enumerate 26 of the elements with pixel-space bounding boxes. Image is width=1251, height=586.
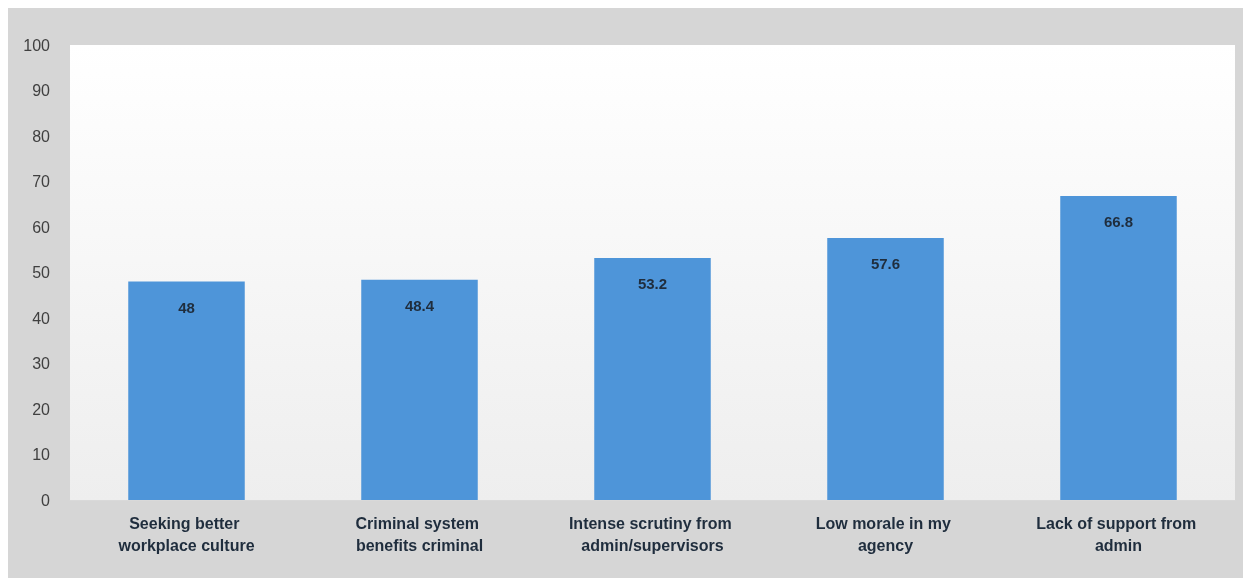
x-tick-label: Criminal system benefits criminal: [355, 514, 484, 554]
x-tick-label: Seeking better workplace culture: [117, 514, 255, 554]
y-tick-label: 60: [32, 218, 51, 236]
y-tick-label: 20: [32, 400, 51, 418]
bar: [1060, 196, 1177, 500]
bar: [594, 257, 711, 500]
y-tick-label: 50: [32, 264, 51, 281]
x-tick-label: Intense scrutiny from admin/supervisors: [568, 514, 737, 554]
data-label: 53.2: [637, 274, 668, 292]
data-label: 48: [178, 298, 195, 316]
data-label: 57.6: [870, 254, 901, 272]
bar: [128, 281, 245, 500]
y-tick-label: 70: [32, 173, 51, 190]
x-tick-label: Lack of support from admin: [1036, 514, 1201, 554]
y-tick-label: 30: [32, 355, 51, 372]
y-tick-label: 0: [41, 491, 51, 509]
bar: [827, 237, 944, 500]
y-tick-label: 10: [32, 446, 51, 463]
data-label: 66.8: [1103, 213, 1134, 231]
bar: [361, 279, 478, 500]
y-tick-label: 90: [32, 82, 51, 99]
y-tick-label: 80: [32, 127, 51, 145]
y-tick-label: 40: [32, 309, 51, 327]
x-tick-label: Low morale in my agency: [815, 514, 956, 554]
data-label: 48.4: [404, 296, 435, 314]
y-tick-label: 100: [23, 36, 51, 54]
